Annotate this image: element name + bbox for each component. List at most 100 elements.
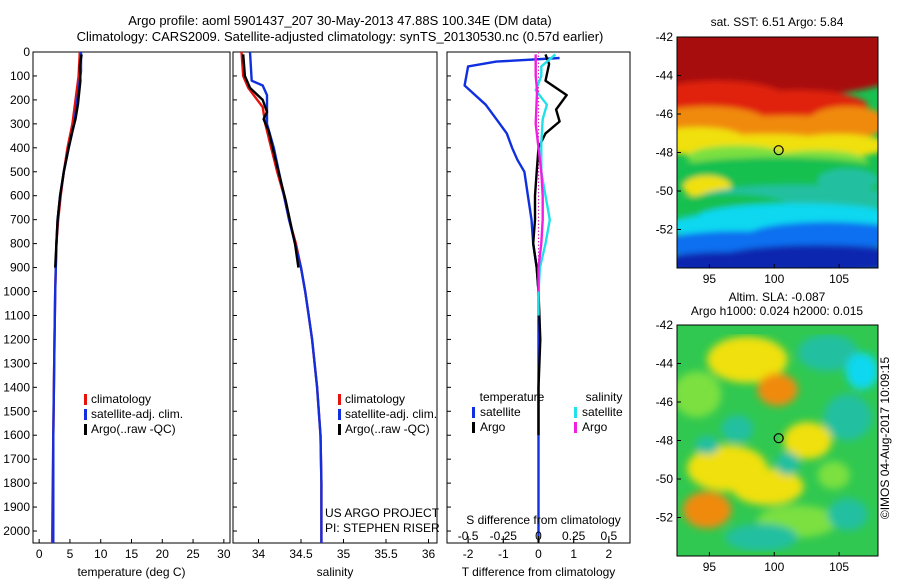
temperature-x-tick-label: 10 <box>94 547 108 561</box>
sla-map-blob <box>797 334 858 372</box>
difference-legend-label: Argo <box>480 420 506 434</box>
depth-tick-label: 100 <box>10 69 30 83</box>
tdiff-x-tick-label: 0 <box>535 547 542 561</box>
sla-map-x-tick-label: 100 <box>764 560 784 574</box>
sla-map-blob <box>731 468 804 506</box>
salinity-legend-swatch <box>338 409 341 420</box>
sla-map-field <box>677 334 878 552</box>
temperature-series-satellite-adj-clim- <box>52 52 83 543</box>
sst-map-y-tick-label: -42 <box>656 30 674 44</box>
depth-tick-label: 500 <box>10 165 30 179</box>
figure-title-line-1: Argo profile: aoml 5901437_207 30-May-20… <box>128 13 552 28</box>
tdiff-x-tick-label: -1 <box>498 547 509 561</box>
sdiff-legend-title: salinity <box>586 390 623 404</box>
sst-map-y-tick-label: -48 <box>656 146 674 160</box>
salinity-x-tick-label: 36 <box>422 547 436 561</box>
sla-map-image <box>677 325 878 556</box>
pi-label: PI: STEPHEN RISER <box>325 521 440 535</box>
sdiff-x-tick-label: 0 <box>535 529 542 543</box>
salinity-x-tick-label: 35.5 <box>374 547 398 561</box>
sst-map-x-tick-label: 95 <box>703 272 717 286</box>
sla-map-blob <box>827 498 868 531</box>
sla-map-y-tick-label: -42 <box>656 318 674 332</box>
sla-map-blob <box>757 373 798 406</box>
depth-tick-label: 1000 <box>3 285 30 299</box>
tdiff-x-tick-label: -2 <box>463 547 474 561</box>
salinity-legend-label: satellite-adj. clim. <box>345 407 437 421</box>
sla-map-y-tick-label: -48 <box>656 434 674 448</box>
temperature-x-tick-label: 15 <box>125 547 139 561</box>
sla-map-blob <box>817 461 850 490</box>
figure-title-line-2: Climatology: CARS2009. Satellite-adjuste… <box>76 29 604 44</box>
difference-legend-swatch <box>574 407 577 418</box>
salinity-x-label: salinity <box>317 565 354 579</box>
difference-legend-swatch <box>472 422 475 433</box>
tdiff-x-tick-label: 2 <box>606 547 613 561</box>
temperature-x-tick-label: 5 <box>67 547 74 561</box>
tdiff-x-tick-label: 1 <box>570 547 577 561</box>
tdiff-legend-title: temperature <box>480 390 545 404</box>
sla-map-blob <box>783 422 832 459</box>
depth-tick-label: 1400 <box>3 380 30 394</box>
depth-tick-label: 300 <box>10 117 30 131</box>
sla-map-blob <box>725 523 798 552</box>
sla-map-x-tick-label: 105 <box>829 560 849 574</box>
salinity-series-climatology <box>240 51 323 543</box>
depth-tick-label: 1100 <box>4 308 30 322</box>
difference-legend-label: Argo <box>582 420 608 434</box>
temperature-legend-swatch <box>84 394 87 405</box>
sla-map-title-line-1: Altim. SLA: -0.087 <box>729 290 826 304</box>
temperature-x-tick-label: 25 <box>186 547 200 561</box>
sla-map-blob <box>775 452 800 476</box>
salinity-legend-label: climatology <box>345 392 405 406</box>
sdiff-x-tick-label: 0.25 <box>562 529 586 543</box>
tdiff-x-label: T difference from climatology <box>462 565 616 579</box>
temperature-panel-frame <box>32 51 231 544</box>
salinity-legend-label: Argo(..raw -QC) <box>345 422 430 436</box>
depth-tick-label: 600 <box>10 189 30 203</box>
sdiff-x-label: S difference from climatology <box>466 513 621 527</box>
depth-tick-label: 700 <box>10 213 30 227</box>
difference-series-salinity-argo <box>534 54 544 292</box>
depth-tick-label: 800 <box>10 237 30 251</box>
sst-map-y-tick-label: -44 <box>656 69 674 83</box>
temperature-x-tick-label: 0 <box>36 547 43 561</box>
depth-tick-label: 1800 <box>3 476 30 490</box>
depth-tick-label: 0 <box>23 45 30 59</box>
sst-map-y-tick-label: -46 <box>656 107 674 121</box>
sla-map-y-tick-label: -46 <box>656 395 674 409</box>
depth-tick-label: 1900 <box>3 500 30 514</box>
sla-map-y-tick-label: -52 <box>656 511 674 525</box>
depth-tick-label: 1600 <box>3 428 30 442</box>
sla-map-blob <box>677 371 722 418</box>
temperature-x-tick-label: 30 <box>217 547 231 561</box>
sla-map-blob <box>707 336 788 383</box>
difference-series-temperature-satellite <box>463 56 560 543</box>
temperature-legend-swatch <box>84 409 87 420</box>
salinity-legend-swatch <box>338 424 341 435</box>
sst-map-image <box>677 37 878 268</box>
sla-map-x-tick-label: 95 <box>703 560 717 574</box>
depth-tick-label: 200 <box>10 93 30 107</box>
temperature-x-tick-label: 20 <box>156 547 170 561</box>
difference-legend-swatch <box>472 407 475 418</box>
sst-map-blob <box>677 251 798 268</box>
sst-map-field <box>677 37 878 268</box>
salinity-x-tick-label: 34.5 <box>289 547 313 561</box>
sdiff-x-tick-label: -0.25 <box>490 529 518 543</box>
sla-map-blob <box>721 415 754 443</box>
temperature-legend-label: satellite-adj. clim. <box>91 407 183 421</box>
sla-map-blob <box>845 352 878 390</box>
salinity-x-tick-label: 34 <box>252 547 266 561</box>
sst-map-x-tick-label: 105 <box>829 272 849 286</box>
project-label: US ARGO PROJECT <box>325 506 440 520</box>
depth-tick-label: 400 <box>10 141 30 155</box>
sla-map-y-tick-label: -50 <box>656 472 674 486</box>
sla-map-argo-marker <box>773 433 784 444</box>
temperature-legend-label: Argo(..raw -QC) <box>91 422 176 436</box>
sla-map-title-line-2: Argo h1000: 0.024 h2000: 0.015 <box>691 304 863 318</box>
imos-credit: ©IMOS 04-Aug-2017 10:09:15 <box>878 357 892 520</box>
depth-tick-label: 1200 <box>3 332 30 346</box>
temperature-legend-label: climatology <box>91 392 151 406</box>
